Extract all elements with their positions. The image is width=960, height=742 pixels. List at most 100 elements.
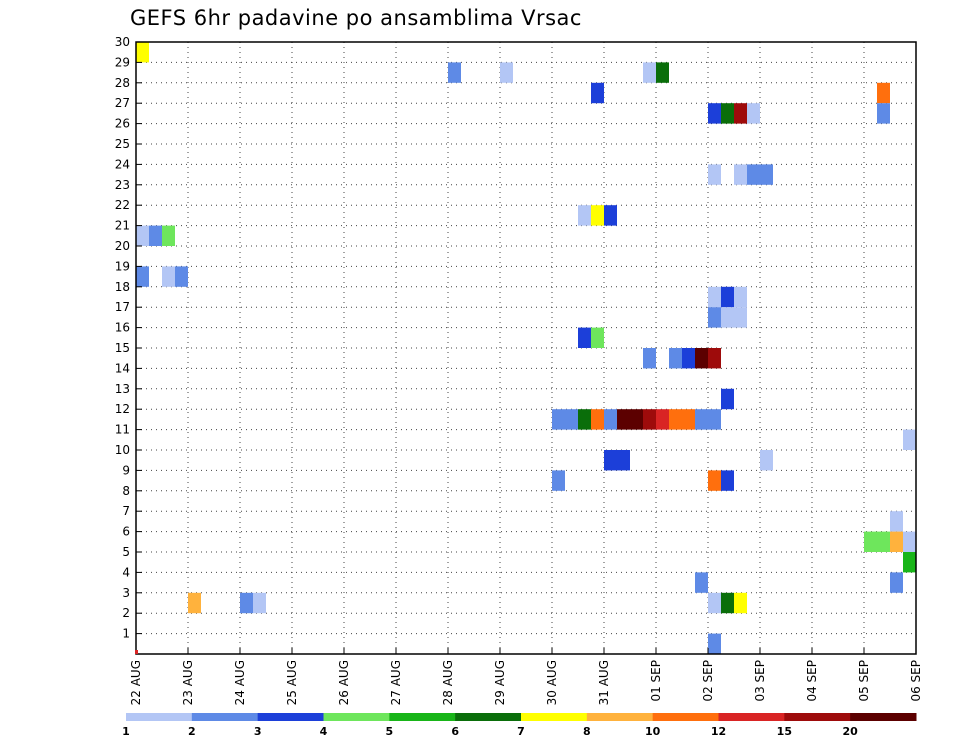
legend-swatch (521, 713, 588, 721)
chart-title: GEFS 6hr padavine po ansamblima Vrsac (130, 6, 582, 30)
data-cell (721, 307, 734, 328)
x-tick-label: 28 AUG (441, 660, 455, 705)
data-cell (578, 205, 591, 226)
data-cell (877, 82, 890, 104)
legend-label: 8 (583, 725, 591, 738)
y-tick-label: 26 (115, 117, 130, 131)
data-cell (604, 205, 617, 226)
legend-swatch (455, 713, 522, 721)
legend-swatch (191, 713, 259, 721)
data-cell (175, 266, 188, 287)
data-cell (552, 409, 565, 430)
y-tick-label: 22 (115, 198, 130, 212)
y-tick-label: 24 (115, 157, 130, 171)
legend-swatch (652, 713, 719, 721)
data-cell (578, 409, 591, 430)
data-cell (877, 103, 890, 124)
y-tick-label: 27 (115, 96, 130, 110)
data-cell (890, 511, 903, 532)
data-cell (734, 592, 747, 614)
data-cell (643, 409, 656, 430)
legend-label: 7 (517, 725, 525, 738)
y-tick-label: 14 (115, 361, 130, 375)
x-tick-label: 05 SEP (857, 660, 871, 702)
data-cell (669, 409, 682, 430)
data-cell (591, 409, 604, 430)
data-cell (617, 450, 630, 471)
x-axis-start-mark (135, 650, 138, 654)
legend-label: 2 (188, 725, 196, 738)
y-tick-label: 15 (115, 341, 130, 355)
data-cell (890, 531, 903, 552)
data-cell (708, 286, 721, 308)
data-cell (903, 552, 916, 573)
x-tick-label: 01 SEP (649, 660, 663, 702)
data-cell (734, 164, 747, 185)
y-tick-label: 30 (115, 35, 130, 49)
data-cell (903, 531, 916, 552)
legend-label: 15 (777, 725, 792, 738)
data-cell (734, 103, 747, 124)
y-tick-label: 25 (115, 137, 130, 151)
data-cell (162, 225, 175, 246)
data-cell (708, 103, 721, 124)
y-tick-label: 4 (122, 565, 130, 579)
data-cell (890, 572, 903, 593)
data-cell (617, 409, 630, 430)
axis-ticks: 1234567891011121314151617181920212223242… (115, 35, 923, 705)
data-cell (253, 592, 266, 614)
data-cell (760, 164, 773, 185)
legend-swatch (126, 713, 193, 721)
data-cell (500, 62, 513, 83)
data-cell (708, 633, 721, 654)
x-tick-label: 30 AUG (545, 660, 559, 705)
data-cell (903, 429, 916, 450)
data-cell (721, 388, 734, 410)
legend-label: 10 (645, 725, 661, 738)
y-tick-label: 13 (115, 382, 130, 396)
data-cell (721, 470, 734, 491)
color-legend: 1 2 3 4 5 6 7 8 10 12 15 20 (122, 713, 917, 738)
legend-swatch (850, 713, 917, 721)
y-tick-label: 20 (115, 239, 130, 253)
x-tick-label: 24 AUG (233, 660, 247, 705)
data-cell (721, 592, 734, 614)
data-cell (656, 409, 669, 430)
data-cell (604, 450, 617, 471)
data-cell (682, 348, 695, 369)
y-tick-label: 23 (115, 178, 130, 192)
data-cell (864, 531, 877, 552)
y-tick-label: 29 (115, 55, 130, 69)
x-tick-label: 29 AUG (493, 660, 507, 705)
x-tick-label: 06 SEP (909, 660, 923, 702)
data-cell (708, 592, 721, 614)
y-tick-label: 6 (122, 525, 130, 539)
data-cell (591, 82, 604, 104)
legend-swatch (586, 713, 654, 721)
data-cell (708, 409, 721, 430)
data-cell (643, 348, 656, 369)
data-cell (591, 205, 604, 226)
legend-label: 1 (122, 725, 130, 738)
data-cell (630, 409, 643, 430)
data-cell (552, 470, 565, 491)
data-cell (578, 327, 591, 348)
data-cell (760, 450, 773, 471)
data-cell (708, 307, 721, 328)
data-cell (708, 470, 721, 491)
y-tick-label: 11 (115, 423, 130, 437)
x-tick-label: 26 AUG (337, 660, 351, 705)
data-cell (734, 286, 747, 308)
legend-label: 3 (254, 725, 262, 738)
x-tick-label: 03 SEP (753, 660, 767, 702)
data-cell (591, 327, 604, 348)
x-tick-label: 02 SEP (701, 660, 715, 702)
data-cell (695, 409, 708, 430)
y-tick-label: 1 (122, 627, 130, 641)
data-cell (136, 266, 149, 287)
x-tick-label: 25 AUG (285, 660, 299, 705)
legend-swatch (323, 713, 390, 721)
y-tick-label: 5 (122, 545, 130, 559)
data-cell (604, 409, 617, 430)
